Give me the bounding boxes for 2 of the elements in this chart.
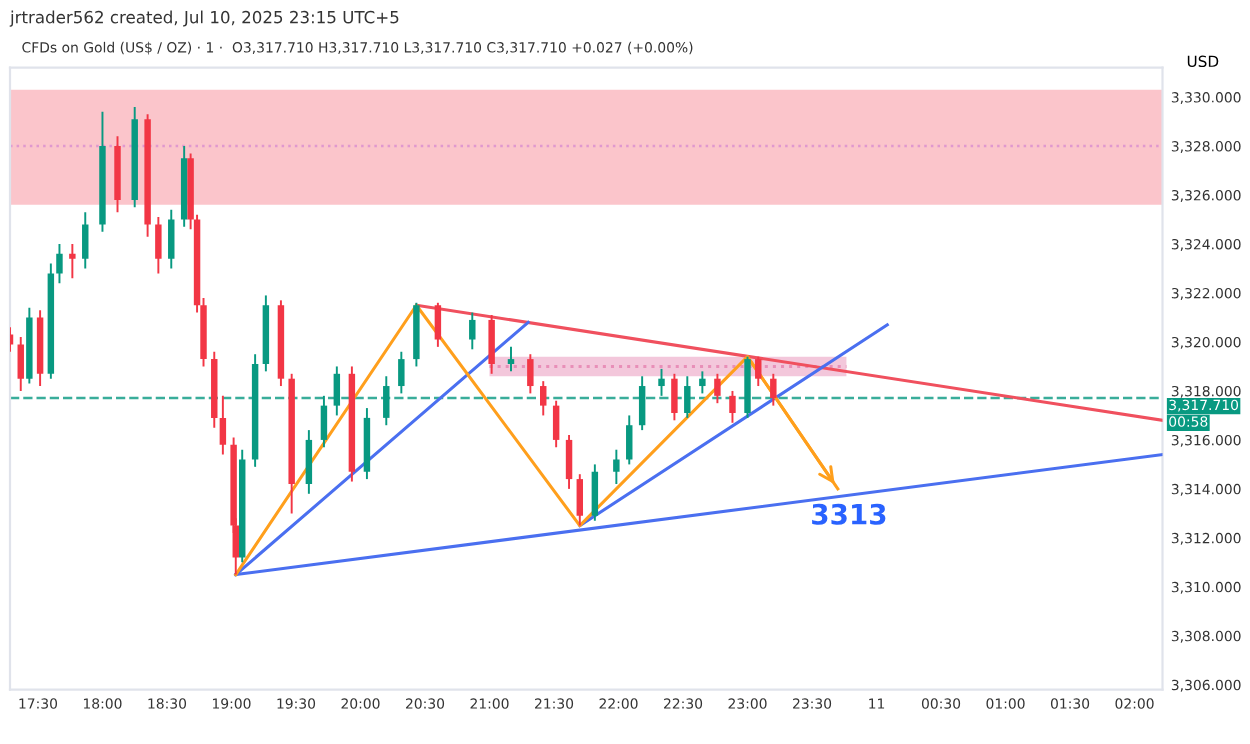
annotation: 3313	[812, 503, 886, 525]
chart-title: jrtrader562 created, Jul 10, 2025 23:15 UTC+5	[9, 10, 399, 27]
